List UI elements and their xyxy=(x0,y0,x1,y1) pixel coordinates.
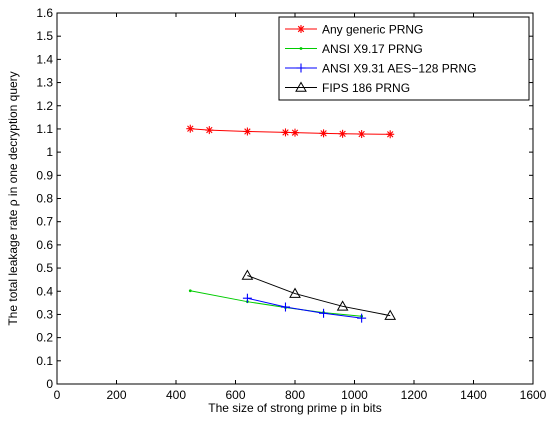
series-line xyxy=(247,297,362,319)
y-tick-label: 0.7 xyxy=(36,215,53,229)
legend-marker xyxy=(297,25,305,33)
x-tick-label: 400 xyxy=(166,388,186,402)
y-tick-label: 1.2 xyxy=(36,99,53,113)
x-tick-label: 0 xyxy=(54,388,61,402)
data-point xyxy=(186,124,195,133)
y-tick-label: 0.2 xyxy=(36,331,53,345)
legend: Any generic PRNG ANSI X9.17 PRNG ANSI X9.3… xyxy=(278,16,530,101)
y-tick-label: 0.6 xyxy=(36,238,53,252)
legend-marker xyxy=(295,81,307,92)
y-tick-label: 0 xyxy=(46,377,53,391)
legend-label: ANSI X9.31 AES−128 PRNG xyxy=(322,62,476,76)
legend-item: ANSI X9.17 PRNG xyxy=(285,42,423,56)
y-axis-label: The total leakage rate ρ in one decrypti… xyxy=(6,71,20,325)
x-tick-label: 1400 xyxy=(460,388,487,402)
data-point xyxy=(338,129,347,138)
y-tick-label: 1.6 xyxy=(36,6,53,20)
legend-box xyxy=(278,16,530,101)
x-tick-label: 200 xyxy=(106,388,126,402)
data-point xyxy=(243,127,252,136)
legend-marker xyxy=(299,47,303,50)
series-line xyxy=(247,275,391,317)
x-tick-label: 1000 xyxy=(341,388,368,402)
data-point xyxy=(336,300,349,311)
series-0 xyxy=(186,124,395,139)
legend-label: ANSI X9.17 PRNG xyxy=(322,42,423,56)
y-tick-label: 0.3 xyxy=(36,307,53,321)
data-point xyxy=(289,287,301,298)
legend-label: Any generic PRNG xyxy=(322,23,423,37)
data-point xyxy=(386,130,395,139)
legend-item: Any generic PRNG xyxy=(285,23,423,37)
data-point xyxy=(242,293,252,303)
data-point xyxy=(188,289,192,293)
x-tick-label: 1600 xyxy=(520,388,547,402)
y-tick-label: 1 xyxy=(46,145,53,159)
y-tick-label: 1.4 xyxy=(36,52,53,66)
data-point xyxy=(319,129,328,138)
y-tick-label: 1.5 xyxy=(36,29,53,43)
x-axis-label: The size of strong prime p in bits xyxy=(208,401,381,415)
data-point xyxy=(319,308,329,318)
legend-marker xyxy=(296,63,306,73)
y-tick-label: 0.4 xyxy=(36,284,53,298)
data-point xyxy=(384,309,397,320)
series-layer xyxy=(186,124,397,323)
y-tick-label: 0.5 xyxy=(36,261,53,275)
x-tick-label: 800 xyxy=(285,388,305,402)
data-point xyxy=(357,130,366,139)
x-tick-label: 600 xyxy=(225,388,245,402)
data-point xyxy=(357,313,367,323)
axis-ticks: 0 200 400 600 800 1000 1200 1400 1600 0 0.1 0.2 0.3 0… xyxy=(36,6,546,402)
y-tick-label: 0.9 xyxy=(36,168,53,182)
series-3 xyxy=(241,269,397,320)
legend-item: ANSI X9.31 AES−128 PRNG xyxy=(285,62,476,76)
data-point xyxy=(280,302,290,312)
series-2 xyxy=(242,293,367,323)
data-point xyxy=(205,126,214,135)
data-point xyxy=(291,128,299,137)
data-point xyxy=(241,269,254,280)
y-tick-label: 0.8 xyxy=(36,192,53,206)
legend-item: FIPS 186 PRNG xyxy=(285,81,410,95)
x-tick-label: 1200 xyxy=(401,388,428,402)
data-point xyxy=(281,128,290,137)
y-tick-label: 1.1 xyxy=(36,122,53,136)
y-tick-label: 0.1 xyxy=(36,354,53,368)
y-tick-label: 1.3 xyxy=(36,76,53,90)
legend-label: FIPS 186 PRNG xyxy=(322,81,410,95)
